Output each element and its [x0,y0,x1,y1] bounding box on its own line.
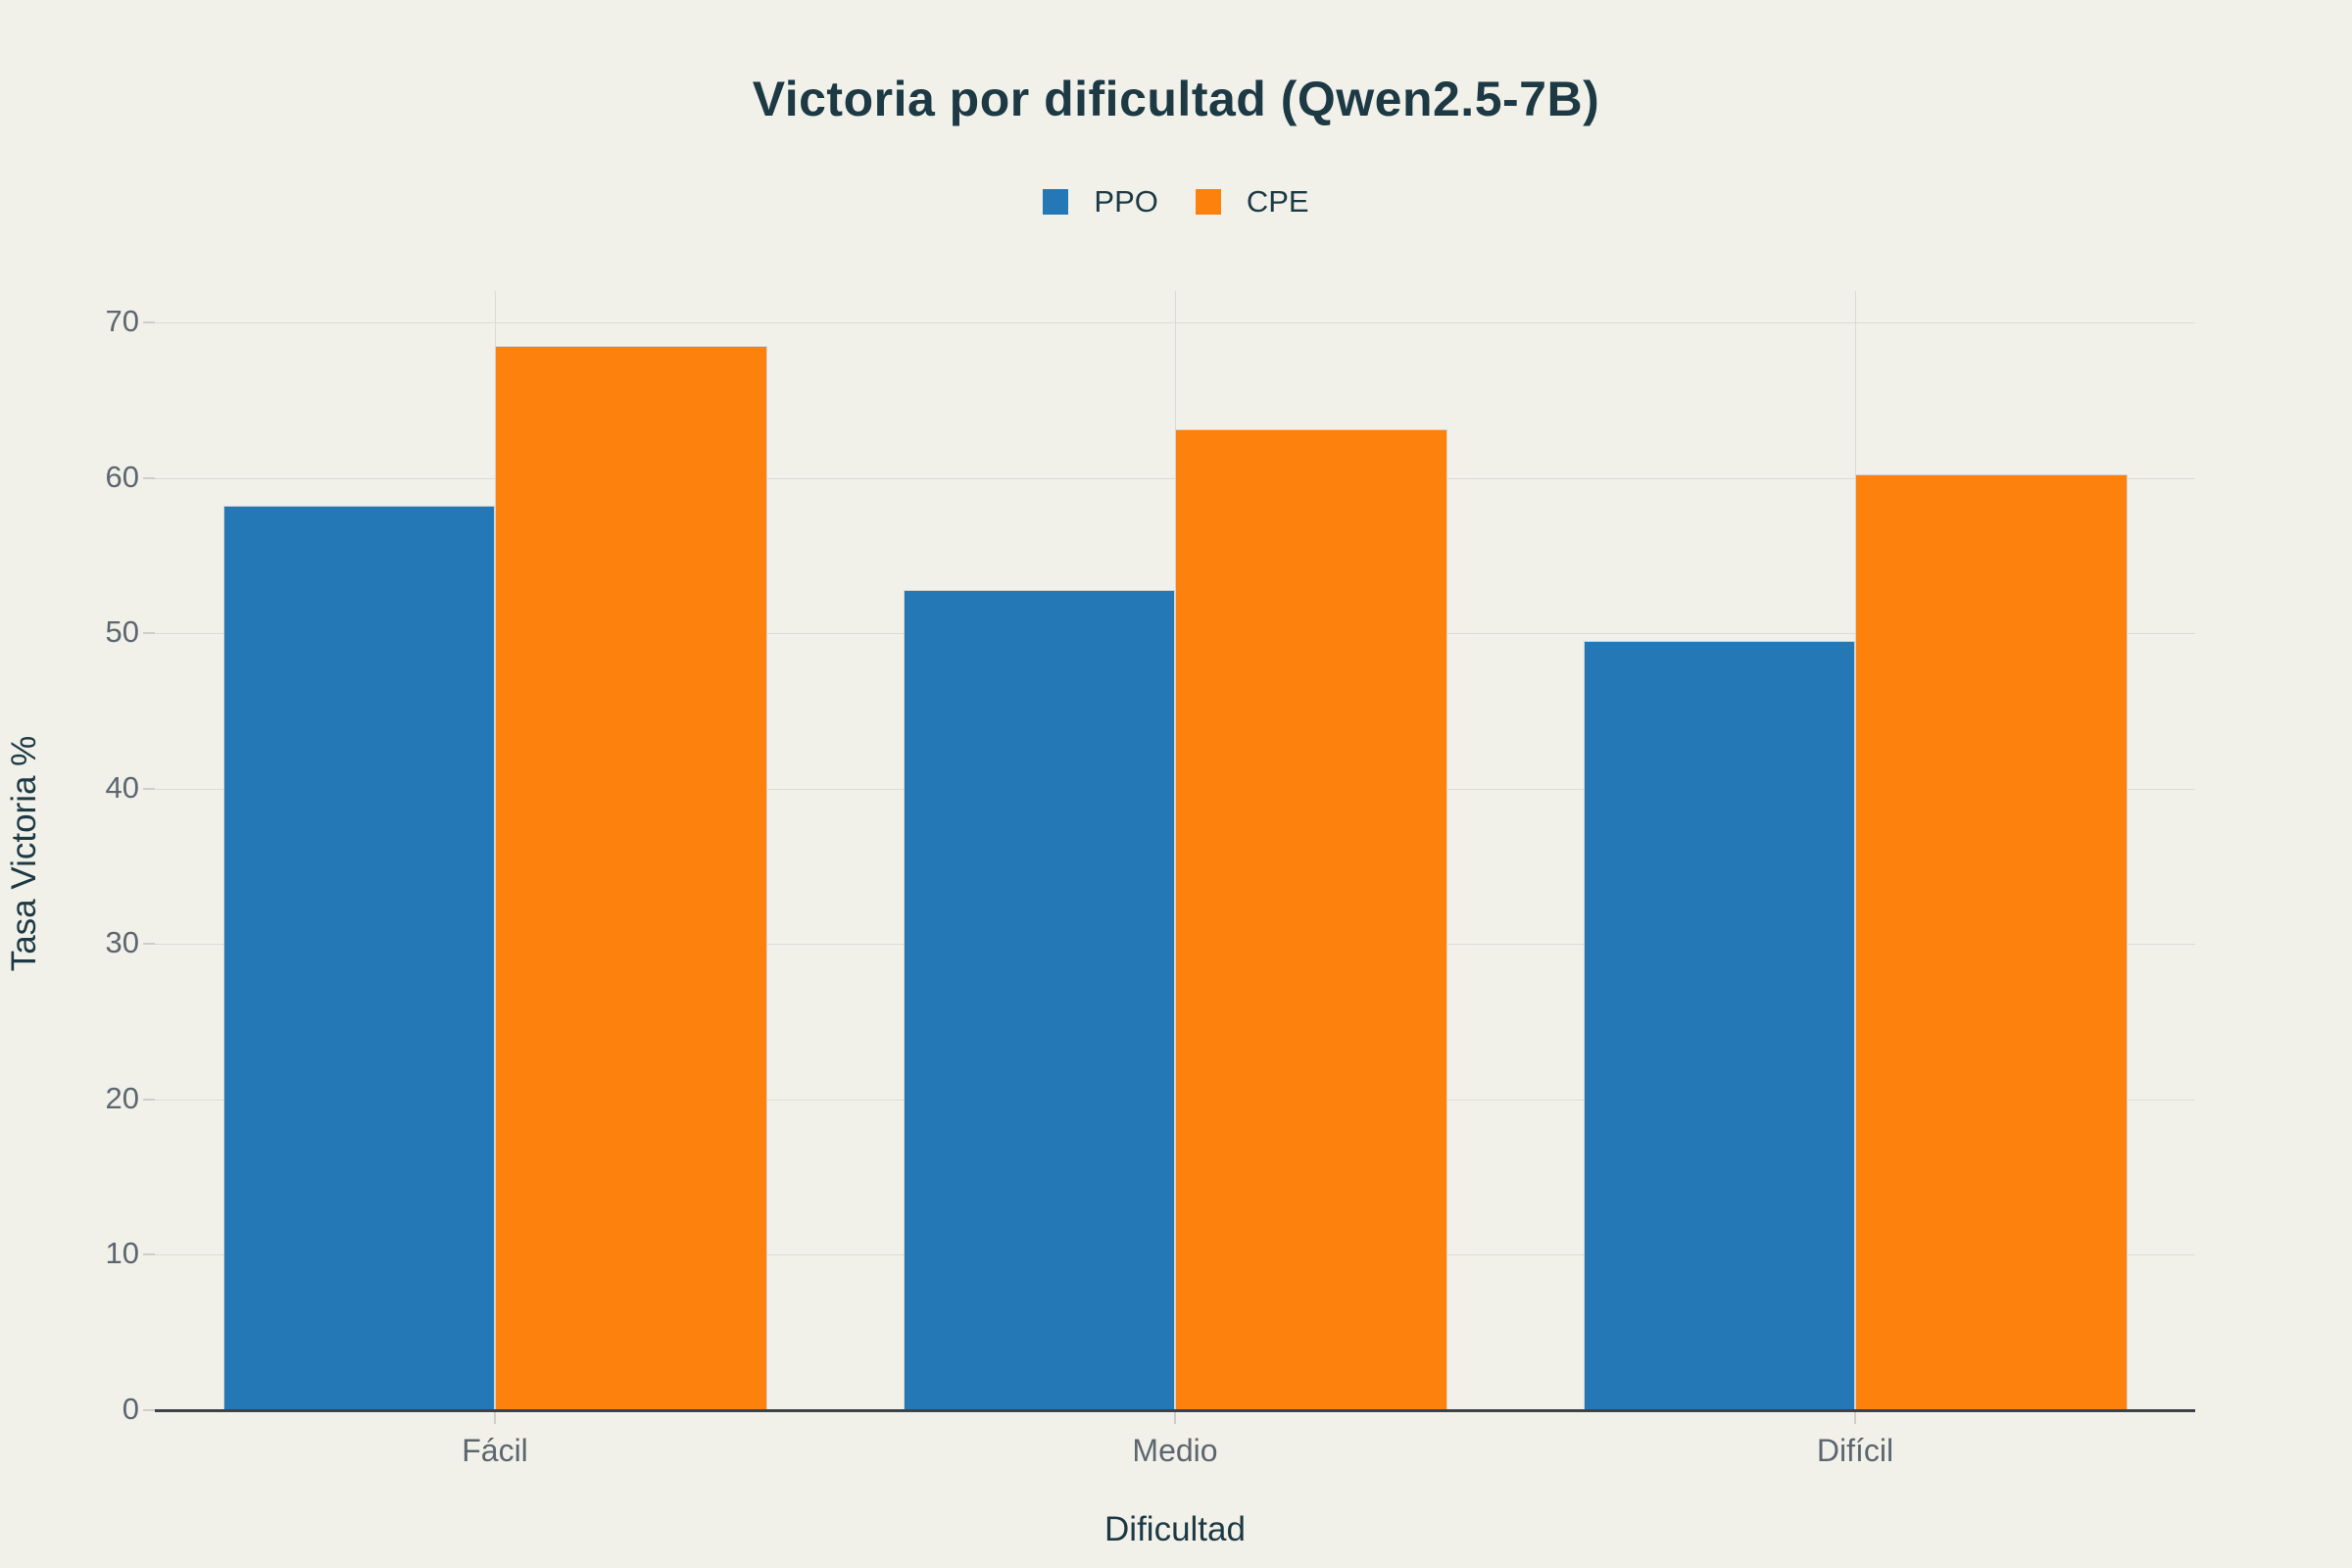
x-axis-line [155,1409,2195,1412]
legend-item-ppo[interactable]: PPO [1043,184,1158,220]
x-tick-label: Medio [1132,1433,1218,1468]
legend-label: PPO [1094,184,1158,219]
bar-ppo-medio [903,589,1175,1410]
y-tick-mark [143,632,155,635]
y-tick-mark [143,476,155,479]
y-tick-mark [143,1409,155,1411]
legend-swatch-icon [1043,189,1069,215]
y-tick-label: 50 [105,614,139,650]
x-tick-mark [494,1412,496,1424]
chart-title: Victoria por dificultad (Qwen2.5-7B) [752,72,1600,126]
y-axis-title: Tasa Victoria % [5,735,43,972]
x-tick-label: Fácil [462,1433,528,1468]
x-tick-mark [1174,1412,1176,1424]
y-tick-mark [143,943,155,946]
bar-ppo-difícil [1583,641,1855,1410]
y-tick-label: 0 [122,1392,139,1426]
bar-cpe-fácil [495,345,767,1410]
bar-cpe-medio [1175,429,1447,1410]
x-axis-title: Dificultad [1104,1510,1246,1548]
legend-swatch-icon [1195,189,1221,215]
bar-cpe-difícil [1855,474,2128,1410]
x-tick-label: Difícil [1816,1433,1894,1468]
y-tick-mark [143,321,155,323]
y-tick-mark [143,787,155,790]
legend-label: CPE [1246,184,1309,219]
y-tick-mark [143,1253,155,1256]
y-tick-label: 70 [105,304,139,338]
x-tick-mark [1854,1412,1856,1424]
y-tick-label: 10 [105,1236,139,1271]
legend: PPO CPE [0,184,2352,220]
y-tick-label: 60 [105,459,139,494]
y-tick-mark [143,1098,155,1101]
y-tick-label: 20 [105,1080,139,1115]
y-tick-label: 40 [105,769,139,805]
legend-item-cpe[interactable]: CPE [1195,184,1309,220]
bar-ppo-fácil [222,506,495,1410]
y-tick-label: 30 [105,925,139,960]
